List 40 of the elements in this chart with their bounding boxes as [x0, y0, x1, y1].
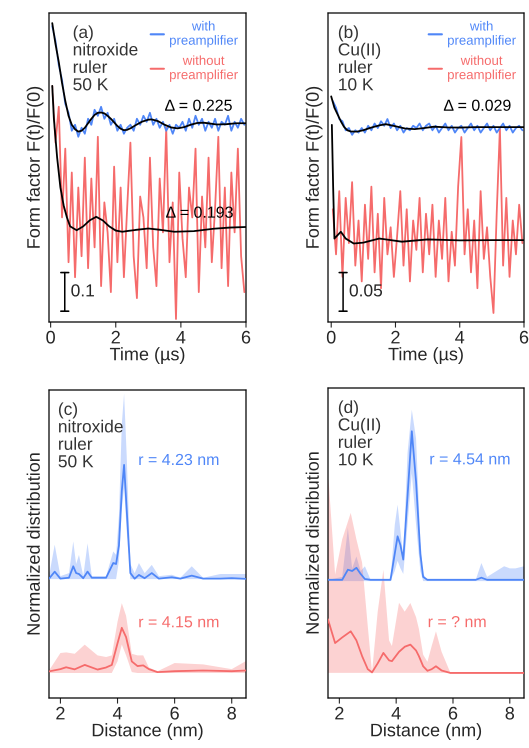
x-tick-label: 6 — [170, 706, 179, 720]
x-axis-title: Time (µs) — [110, 347, 184, 364]
legend-label: without preamplifier — [448, 55, 516, 82]
annotation: r = 4.54 nm — [430, 453, 510, 465]
x-tick-label: 6 — [448, 706, 458, 720]
annotation: 0.05 — [350, 284, 382, 297]
legend-label: with preamplifier — [448, 20, 516, 48]
x-tick-label: 0 — [46, 330, 55, 344]
x-tick-label: 4 — [112, 706, 122, 720]
x-tick-label: 4 — [176, 330, 186, 344]
x-axis-title: Distance (nm) — [92, 723, 203, 740]
x-tick-label: 2 — [112, 330, 120, 344]
y-axis-title: Form factor F(t)/F(0) — [26, 86, 44, 248]
x-tick-label: 6 — [520, 330, 528, 344]
x-tick-label: 8 — [227, 706, 236, 720]
x-tick-label: 2 — [56, 706, 65, 720]
y-axis-title: Normalized distribution — [26, 453, 40, 634]
annotation: r = 4.23 nm — [139, 454, 218, 466]
x-axis-title: Time (µs) — [388, 347, 463, 364]
y-axis-title: Normalized distribution — [306, 452, 319, 634]
y-axis-title: Form factor F(t)/F(0) — [306, 86, 322, 248]
x-tick-label: 6 — [242, 330, 250, 344]
x-tick-label: 8 — [506, 706, 514, 720]
annotation: Δ = 0.029 — [444, 100, 511, 111]
x-tick-label: 0 — [326, 330, 336, 344]
annotation: Δ = 0.225 — [165, 100, 232, 111]
legend-label: with preamplifier — [170, 20, 238, 48]
annotation: (a) nitroxide ruler 50 K — [73, 25, 138, 90]
annotation: 0.1 — [71, 284, 94, 297]
annotation: (d) Cu(II) ruler 10 K — [338, 400, 380, 466]
x-tick-label: 2 — [335, 706, 344, 720]
x-tick-label: 4 — [455, 330, 464, 344]
x-tick-label: 4 — [392, 706, 401, 720]
annotation: (c) nitroxide ruler 50 K — [58, 402, 123, 468]
annotation: r = 4.15 nm — [139, 616, 218, 628]
x-axis-title: Distance (nm) — [371, 723, 482, 740]
x-tick-label: 2 — [391, 330, 400, 344]
annotation: r = ? nm — [428, 616, 486, 628]
legend-label: without preamplifier — [170, 55, 238, 82]
text: (b) Cu(II) ruler 10 K — [338, 25, 380, 90]
